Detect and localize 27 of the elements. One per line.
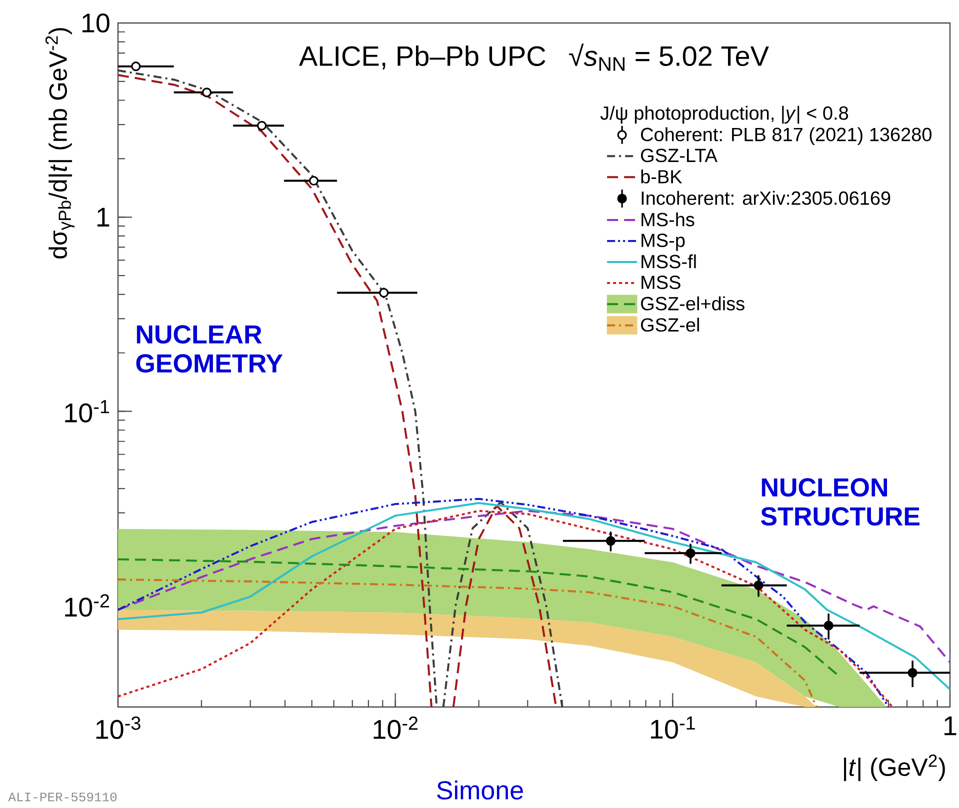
- legend-label: Coherent: PLB 817 (2021) 136280: [641, 127, 932, 145]
- legend-label: GSZ-el: [641, 318, 699, 332]
- text: √s$_{NN}$ = 5.02 TeV: [569, 44, 769, 71]
- y-tick-label: 10: [82, 13, 110, 33]
- text: ALI-PER-559110: [8, 792, 117, 802]
- annotation: NUCLEAR GEOMETRY: [136, 325, 283, 373]
- x-tick-label: 10$^{-2}$: [374, 716, 418, 740]
- legend-label: MS-hs: [642, 212, 694, 226]
- x-axis-title: |t| (GeV$^{2}$): [844, 754, 945, 782]
- x-tick-label: 1: [944, 716, 956, 736]
- legend-label: MSS: [642, 276, 680, 290]
- y-tick-label: 1: [98, 208, 110, 226]
- legend-title: J/ψ photoproduction, |y| < 0.8: [600, 106, 848, 124]
- legend-label: b-BK: [641, 169, 682, 184]
- legend-label: GSZ-LTA: [641, 148, 718, 162]
- text: ALICE, Pb–Pb UPC: [299, 45, 546, 70]
- y-tick-label: 10$^{-2}$: [65, 594, 110, 617]
- text: Simone: [437, 780, 523, 800]
- y-tick-label: 10$^{-1}$: [65, 400, 110, 422]
- legend-label: MSS-fl: [642, 254, 696, 268]
- annotation: NUCLEON STRUCTURE: [760, 478, 920, 526]
- x-tick-label: 10$^{-3}$: [96, 716, 140, 740]
- legend-label: MS-p: [642, 234, 685, 251]
- y-axis-title: dσ$_{γPb}$/d|t| (mb GeV$^{-2}$): [45, 28, 74, 258]
- legend-label: Incoherent: arXiv:2305.06169: [642, 190, 890, 205]
- legend-label: GSZ-el+diss: [641, 296, 744, 310]
- x-tick-label: 10$^{-1}$: [651, 716, 695, 739]
